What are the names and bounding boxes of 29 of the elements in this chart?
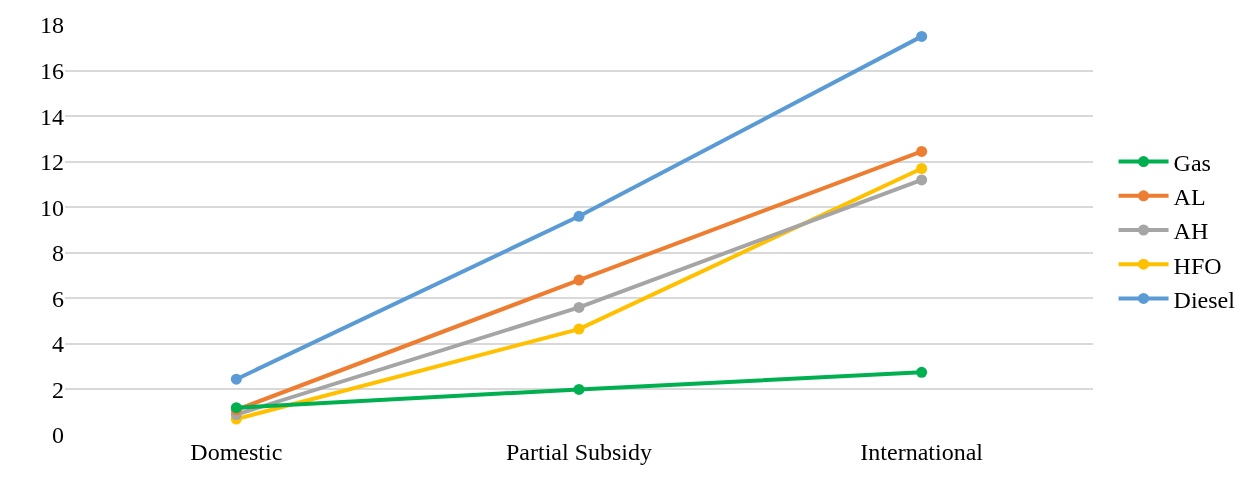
point xyxy=(573,301,585,313)
y-tick-label: 12 xyxy=(40,149,64,176)
point xyxy=(573,383,585,395)
y-tick-label: 14 xyxy=(40,103,64,130)
y-tick-label: 8 xyxy=(52,240,64,267)
x-tick-label: Partial Subsidy xyxy=(505,439,653,465)
legend-label: Diesel xyxy=(1173,286,1236,313)
point xyxy=(916,366,928,378)
point xyxy=(916,174,928,186)
legend-label: AH xyxy=(1173,218,1209,245)
y-tick-label: 16 xyxy=(40,57,64,84)
x-tick-label: Domestic xyxy=(190,439,283,465)
legend-label: AL xyxy=(1173,184,1206,211)
y-tick-label: 6 xyxy=(52,285,64,312)
point xyxy=(916,30,928,42)
y-tick-label: 0 xyxy=(52,422,64,449)
y-tick-label: 4 xyxy=(52,331,64,358)
y-tick-label: 2 xyxy=(52,376,64,403)
legend-label: Gas xyxy=(1173,149,1211,176)
x-tick-label: International xyxy=(860,439,984,465)
point xyxy=(573,210,585,222)
point xyxy=(916,163,928,174)
y-tick-label: 10 xyxy=(40,194,64,221)
y-tick-label: 18 xyxy=(40,12,64,39)
legend-label: HFO xyxy=(1173,252,1222,279)
point xyxy=(573,323,585,335)
point xyxy=(573,274,585,286)
point xyxy=(916,145,928,157)
point xyxy=(230,373,242,385)
